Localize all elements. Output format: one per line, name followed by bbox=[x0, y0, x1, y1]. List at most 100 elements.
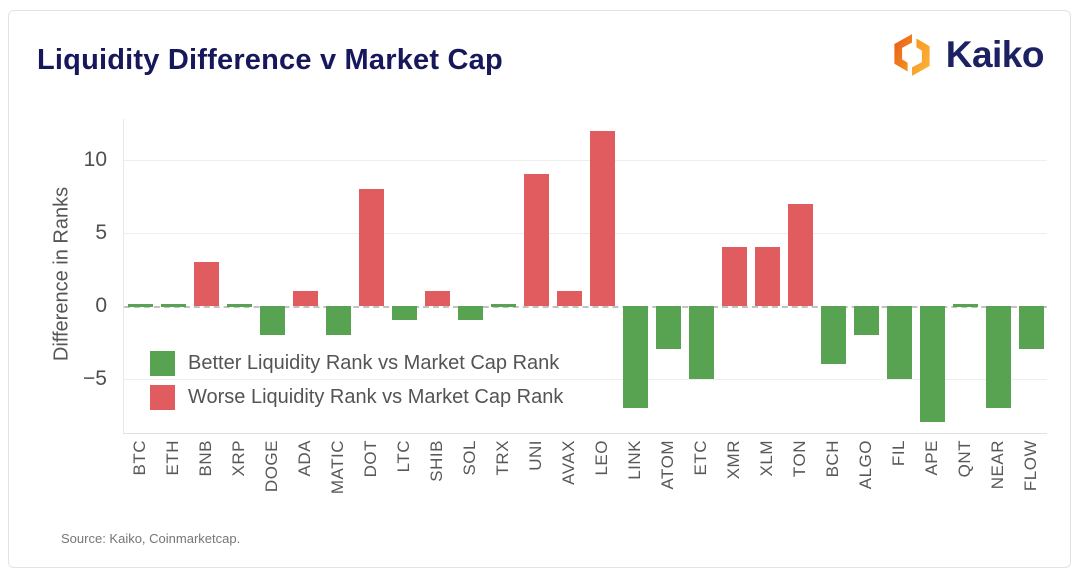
x-tick-label-UNI: UNI bbox=[525, 440, 545, 471]
bar-QNT bbox=[953, 304, 978, 308]
x-tick-cell: ATOM bbox=[651, 440, 684, 536]
legend-swatch-red bbox=[150, 385, 175, 410]
x-tick-label-BNB: BNB bbox=[195, 440, 215, 477]
x-tick-label-SHIB: SHIB bbox=[426, 440, 446, 482]
chart-title: Liquidity Difference v Market Cap bbox=[37, 44, 503, 76]
x-axis-labels: BTC ETH BNB XRP DOGE ADA MATIC DOT LTC SHIB SOL TRX… bbox=[123, 440, 1047, 536]
x-tick-label-XLM: XLM bbox=[756, 440, 776, 477]
legend-item-worse: Worse Liquidity Rank vs Market Cap Rank bbox=[150, 385, 563, 410]
x-tick-cell: LINK bbox=[618, 440, 651, 536]
x-tick-label-BTC: BTC bbox=[129, 440, 149, 476]
x-tick-cell: FIL bbox=[882, 440, 915, 536]
y-tick-label: −5 bbox=[83, 366, 107, 390]
gridline bbox=[124, 232, 1047, 234]
bar-LEO bbox=[590, 130, 615, 306]
x-tick-cell: DOGE bbox=[255, 440, 288, 536]
x-tick-cell: LTC bbox=[387, 440, 420, 536]
bar-ADA bbox=[293, 291, 318, 306]
bar-NEAR bbox=[986, 305, 1011, 408]
bar-AVAX bbox=[557, 291, 582, 306]
x-tick-label-LEO: LEO bbox=[591, 440, 611, 476]
bar-XLM bbox=[755, 247, 780, 306]
x-tick-cell: ALGO bbox=[849, 440, 882, 536]
bar-DOGE bbox=[260, 305, 285, 335]
bar-LINK bbox=[623, 305, 648, 408]
kaiko-logo: Kaiko bbox=[890, 33, 1045, 77]
x-tick-cell: SOL bbox=[453, 440, 486, 536]
gridline bbox=[124, 378, 1047, 380]
bar-ETC bbox=[689, 305, 714, 379]
x-tick-label-DOGE: DOGE bbox=[261, 440, 281, 493]
x-tick-cell: SHIB bbox=[420, 440, 453, 536]
x-tick-label-FIL: FIL bbox=[888, 440, 908, 467]
y-axis-ticks: 10 5 0 −5 bbox=[67, 119, 115, 434]
x-tick-cell: TRX bbox=[486, 440, 519, 536]
bar-ALGO bbox=[854, 305, 879, 335]
x-tick-label-AVAX: AVAX bbox=[558, 440, 578, 485]
x-tick-cell: BNB bbox=[189, 440, 222, 536]
legend: Better Liquidity Rank vs Market Cap Rank… bbox=[150, 351, 563, 419]
gridline bbox=[124, 159, 1047, 161]
bar-BCH bbox=[821, 305, 846, 364]
x-tick-cell: TON bbox=[783, 440, 816, 536]
bar-ETH bbox=[161, 304, 186, 308]
bar-MATIC bbox=[326, 305, 351, 335]
x-tick-cell: FLOW bbox=[1014, 440, 1047, 536]
x-tick-cell: QNT bbox=[948, 440, 981, 536]
x-tick-label-FLOW: FLOW bbox=[1020, 440, 1040, 492]
bar-TON bbox=[788, 203, 813, 306]
bar-XRP bbox=[227, 304, 252, 308]
bar-BTC bbox=[128, 304, 153, 308]
bar-TRX bbox=[491, 304, 516, 308]
x-tick-cell: NEAR bbox=[981, 440, 1014, 536]
x-tick-label-NEAR: NEAR bbox=[987, 440, 1007, 490]
bar-SOL bbox=[458, 305, 483, 321]
x-tick-label-TRX: TRX bbox=[492, 440, 512, 476]
x-tick-cell: BCH bbox=[816, 440, 849, 536]
source-note: Source: Kaiko, Coinmarketcap. bbox=[61, 531, 241, 546]
x-tick-cell: ETH bbox=[156, 440, 189, 536]
x-tick-cell: AVAX bbox=[552, 440, 585, 536]
x-tick-label-LINK: LINK bbox=[624, 440, 644, 480]
y-tick-label: 5 bbox=[95, 220, 107, 244]
legend-label-worse: Worse Liquidity Rank vs Market Cap Rank bbox=[188, 386, 564, 408]
x-tick-label-XRP: XRP bbox=[228, 440, 248, 477]
x-tick-cell: XLM bbox=[750, 440, 783, 536]
x-tick-label-ADA: ADA bbox=[294, 440, 314, 477]
bar-APE bbox=[920, 305, 945, 423]
y-tick-label: 10 bbox=[83, 147, 107, 171]
x-tick-label-SOL: SOL bbox=[459, 440, 479, 476]
x-tick-cell: DOT bbox=[354, 440, 387, 536]
bar-SHIB bbox=[425, 291, 450, 306]
legend-swatch-green bbox=[150, 351, 175, 376]
x-tick-cell: APE bbox=[915, 440, 948, 536]
y-tick-label: 0 bbox=[95, 293, 107, 317]
x-tick-cell: XMR bbox=[717, 440, 750, 536]
x-tick-label-BCH: BCH bbox=[822, 440, 842, 478]
x-tick-label-MATIC: MATIC bbox=[327, 440, 347, 495]
x-tick-cell: XRP bbox=[222, 440, 255, 536]
x-tick-label-ALGO: ALGO bbox=[855, 440, 875, 490]
bar-XMR bbox=[722, 247, 747, 306]
x-tick-label-LTC: LTC bbox=[393, 440, 413, 473]
x-tick-label-ETH: ETH bbox=[162, 440, 182, 476]
x-tick-label-XMR: XMR bbox=[723, 440, 743, 480]
x-tick-cell: ADA bbox=[288, 440, 321, 536]
chart-card: Liquidity Difference v Market Cap Kaiko … bbox=[8, 10, 1071, 568]
bar-LTC bbox=[392, 305, 417, 321]
x-tick-label-DOT: DOT bbox=[360, 440, 380, 478]
x-tick-label-TON: TON bbox=[789, 440, 809, 478]
plot-area: Better Liquidity Rank vs Market Cap Rank… bbox=[123, 119, 1047, 434]
bar-BNB bbox=[194, 261, 219, 306]
bar-FIL bbox=[887, 305, 912, 379]
bar-ATOM bbox=[656, 305, 681, 350]
zero-line bbox=[124, 305, 1047, 308]
x-tick-label-APE: APE bbox=[921, 440, 941, 476]
x-tick-cell: ETC bbox=[684, 440, 717, 536]
bar-UNI bbox=[524, 174, 549, 306]
x-tick-cell: BTC bbox=[123, 440, 156, 536]
x-tick-label-ETC: ETC bbox=[690, 440, 710, 476]
bar-FLOW bbox=[1019, 305, 1044, 350]
legend-item-better: Better Liquidity Rank vs Market Cap Rank bbox=[150, 351, 563, 376]
x-tick-label-QNT: QNT bbox=[954, 440, 974, 478]
